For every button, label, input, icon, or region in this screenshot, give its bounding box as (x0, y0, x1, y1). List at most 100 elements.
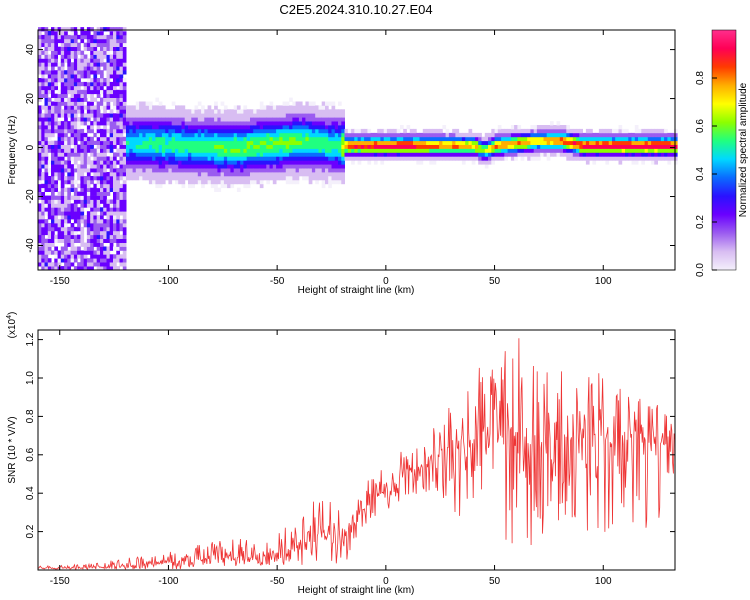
heatmap-cell (197, 132, 202, 138)
heatmap-cell (77, 223, 81, 228)
heatmap-cell (302, 128, 306, 134)
heatmap-cell (70, 101, 75, 106)
heatmap-cell (243, 164, 248, 169)
heatmap-cell (132, 105, 137, 110)
heatmap-cell (44, 50, 49, 55)
heatmap-cell (553, 136, 557, 142)
heatmap-cell (338, 148, 342, 153)
heatmap-cell (122, 66, 127, 71)
heatmap-cell (341, 117, 345, 122)
heatmap-cell (579, 140, 583, 145)
heatmap-cell (54, 219, 58, 224)
heatmap-cell (448, 144, 453, 149)
heatmap-cell (311, 132, 316, 138)
heatmap-cell (194, 176, 199, 181)
heatmap-cell (90, 160, 94, 165)
heatmap-cell (116, 176, 120, 181)
heatmap-cell (77, 85, 81, 91)
heatmap-cell (501, 132, 505, 138)
heatmap-cell (364, 152, 368, 157)
heatmap-cell (458, 132, 463, 138)
heatmap-cell (161, 164, 166, 169)
heatmap-cell (197, 121, 202, 126)
heatmap-cell (334, 140, 339, 145)
heatmap-cell (77, 250, 81, 255)
heatmap-cell (80, 66, 85, 71)
heatmap-cell (334, 148, 339, 153)
heatmap-cell (122, 81, 127, 87)
heatmap-cell (227, 136, 231, 142)
y-tick-label: 1.0 (25, 371, 36, 385)
heatmap-cell (44, 85, 49, 91)
heatmap-cell (90, 250, 94, 255)
heatmap-cell (641, 132, 645, 138)
heatmap-cell (351, 152, 355, 157)
heatmap-cell (386, 140, 391, 145)
heatmap-cell (83, 254, 88, 259)
heatmap-cell (113, 156, 117, 161)
heatmap-cell (57, 128, 62, 134)
heatmap-cell (243, 117, 248, 122)
heatmap-cell (122, 254, 127, 259)
heatmap-cell (328, 176, 332, 181)
heatmap-cell (80, 203, 85, 208)
heatmap-cell (308, 121, 313, 126)
heatmap-cell (657, 156, 662, 161)
heatmap-cell (116, 58, 120, 63)
heatmap-cell (188, 183, 192, 189)
heatmap-cell (566, 148, 570, 153)
heatmap-cell (54, 34, 58, 40)
heatmap-cell (357, 132, 362, 138)
heatmap-cell (266, 132, 270, 138)
heatmap-cell (142, 121, 147, 126)
heatmap-cell (207, 121, 212, 126)
heatmap-cell (377, 152, 381, 157)
heatmap-cell (638, 132, 642, 138)
heatmap-cell (47, 211, 52, 216)
heatmap-cell (334, 128, 339, 134)
heatmap-cell (647, 140, 652, 145)
heatmap-cell (582, 148, 587, 153)
heatmap-cell (181, 117, 186, 122)
heatmap-cell (263, 128, 267, 134)
heatmap-cell (64, 54, 68, 59)
heatmap-cell (116, 89, 120, 95)
heatmap-cell (357, 136, 362, 142)
heatmap-cell (341, 148, 345, 153)
heatmap-cell (556, 144, 561, 149)
heatmap-cell (413, 132, 417, 138)
heatmap-cell (90, 140, 94, 145)
heatmap-cell (54, 46, 58, 51)
heatmap-cell (135, 113, 140, 118)
heatmap-cell (38, 113, 42, 118)
heatmap-cell (276, 140, 280, 145)
heatmap-cell (279, 117, 283, 122)
heatmap-cell (351, 148, 355, 153)
heatmap-cell (80, 128, 85, 134)
heatmap-cell (331, 156, 336, 161)
heatmap-cell (243, 109, 248, 114)
heatmap-cell (38, 58, 42, 63)
heatmap-cell (282, 168, 287, 173)
heatmap-cell (132, 164, 137, 169)
heatmap-cell (201, 152, 205, 157)
heatmap-cell (510, 132, 515, 138)
heatmap-cell (308, 156, 313, 161)
heatmap-cell (155, 136, 160, 142)
heatmap-cell (132, 160, 137, 165)
heatmap-cell (80, 258, 85, 263)
heatmap-cell (510, 144, 515, 149)
heatmap-cell (360, 140, 365, 145)
heatmap-cell (67, 172, 71, 177)
heatmap-cell (602, 152, 606, 157)
heatmap-cell (93, 89, 98, 95)
heatmap-cell (113, 74, 117, 79)
heatmap-cell (93, 238, 98, 243)
heatmap-cell (93, 242, 98, 247)
heatmap-cell (113, 81, 117, 87)
heatmap-cell (60, 179, 65, 185)
heatmap-cell (73, 34, 78, 40)
heatmap-cell (80, 215, 85, 220)
heatmap-cell (38, 144, 42, 149)
heatmap-cell (77, 93, 81, 98)
